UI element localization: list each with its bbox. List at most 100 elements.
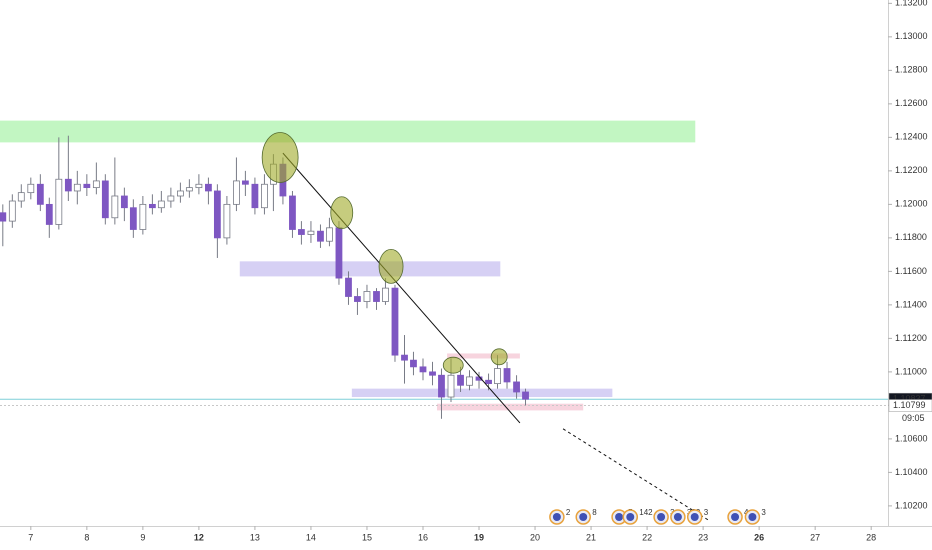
highlight: [330, 196, 354, 230]
y-tick-label: 1.11400: [895, 299, 927, 309]
event-count: 8: [592, 508, 597, 517]
candle-body: [391, 287, 399, 356]
candle-body: [73, 183, 81, 192]
zone: [0, 120, 696, 143]
y-tick-label: 1.10600: [895, 433, 928, 443]
candle-body: [522, 391, 529, 400]
price-label: 1.10837: [893, 394, 926, 404]
candle-body: [167, 195, 175, 202]
candle-body: [177, 190, 184, 197]
candle-body: [83, 183, 91, 189]
candle-body: [92, 180, 100, 189]
candle-body: [307, 230, 315, 235]
event-count: 142: [639, 508, 653, 517]
y-tick-label: 1.12600: [895, 98, 928, 108]
candle-body: [466, 376, 473, 386]
candle-body: [45, 203, 53, 225]
candle-body: [36, 183, 44, 205]
price-label-box: [888, 399, 932, 412]
candle-body: [410, 359, 417, 368]
candle-body: [447, 374, 455, 398]
event-count: 3: [704, 508, 709, 517]
candle-body: [223, 203, 231, 239]
candle-body: [345, 277, 352, 297]
candle-body: [17, 192, 25, 202]
highlight: [490, 348, 508, 366]
candle-body: [419, 366, 427, 373]
candle-body: [401, 354, 408, 361]
event-icon-inner: [690, 513, 699, 521]
highlight: [442, 356, 464, 374]
candle-body: [129, 207, 137, 230]
event-icon-inner: [552, 513, 561, 521]
candle-body: [513, 381, 520, 393]
event-icon-inner: [673, 513, 682, 521]
zone: [239, 261, 501, 277]
y-tick-label: 1.10400: [895, 467, 928, 477]
y-tick-label: 1.13000: [895, 31, 928, 41]
event-icon-inner: [731, 513, 740, 521]
zone: [351, 388, 613, 398]
y-tick-label: 1.11000: [895, 366, 927, 376]
candle-body: [185, 187, 193, 192]
candle-body: [205, 183, 212, 192]
candle-body: [241, 180, 249, 185]
candle-body: [494, 368, 501, 385]
candle-body: [101, 180, 109, 219]
candle-body: [0, 212, 7, 222]
candle-body: [157, 200, 165, 209]
countdown: 09:05: [902, 413, 925, 423]
candle-body: [64, 178, 72, 192]
event-icon-inner: [657, 513, 666, 521]
y-tick-label: 1.12000: [895, 199, 928, 209]
y-tick-label: 1.11600: [895, 266, 927, 276]
zone: [447, 353, 520, 359]
candle-body: [233, 180, 240, 205]
x-tick-label: 22: [642, 532, 652, 542]
y-tick-label: 1.11800: [895, 232, 927, 242]
highlight: [378, 248, 404, 284]
x-tick-label: 15: [362, 532, 372, 542]
event-icon-inner: [615, 513, 624, 521]
candle-body: [8, 200, 16, 222]
y-tick-label: 1.10200: [895, 500, 928, 510]
x-tick-label: 28: [866, 532, 876, 542]
y-tick-label: 1.12200: [895, 165, 928, 175]
trendline: [282, 152, 521, 424]
x-tick-label: 26: [754, 532, 764, 542]
y-tick-label: 1.12800: [895, 65, 928, 75]
event-icon-inner: [579, 513, 588, 521]
candle-body: [55, 178, 63, 225]
event-icon-inner: [626, 513, 635, 521]
x-tick-label: 14: [306, 532, 316, 542]
x-tick-label: 20: [530, 532, 540, 542]
x-tick-label: 21: [586, 532, 596, 542]
candle-body: [317, 230, 324, 242]
candle-body: [485, 379, 492, 385]
y-tick-label: 1.12400: [895, 132, 928, 142]
x-tick-label: 7: [28, 532, 33, 542]
candle-body: [261, 183, 268, 209]
candle-body: [120, 195, 128, 209]
candle-body: [289, 195, 296, 230]
candle-body: [382, 287, 389, 302]
candle-body: [326, 227, 333, 242]
x-tick-label: 12: [194, 532, 204, 542]
candle-body: [457, 374, 464, 386]
x-tick-label: 16: [418, 532, 428, 542]
countdown-box: [889, 412, 932, 425]
trendline: [562, 428, 711, 522]
event-count: 2: [566, 508, 571, 517]
candle-body: [27, 183, 35, 194]
candle-body: [111, 195, 119, 219]
candle-body: [503, 368, 511, 383]
candle-body: [298, 229, 305, 235]
x-tick-label: 9: [140, 532, 145, 542]
y-tick-label: 1.13200: [895, 0, 928, 8]
candle-body: [195, 183, 203, 189]
highlight: [261, 132, 299, 183]
y-tick-label: 1.11200: [895, 333, 927, 343]
candle-body: [139, 203, 147, 230]
zone: [436, 403, 584, 411]
